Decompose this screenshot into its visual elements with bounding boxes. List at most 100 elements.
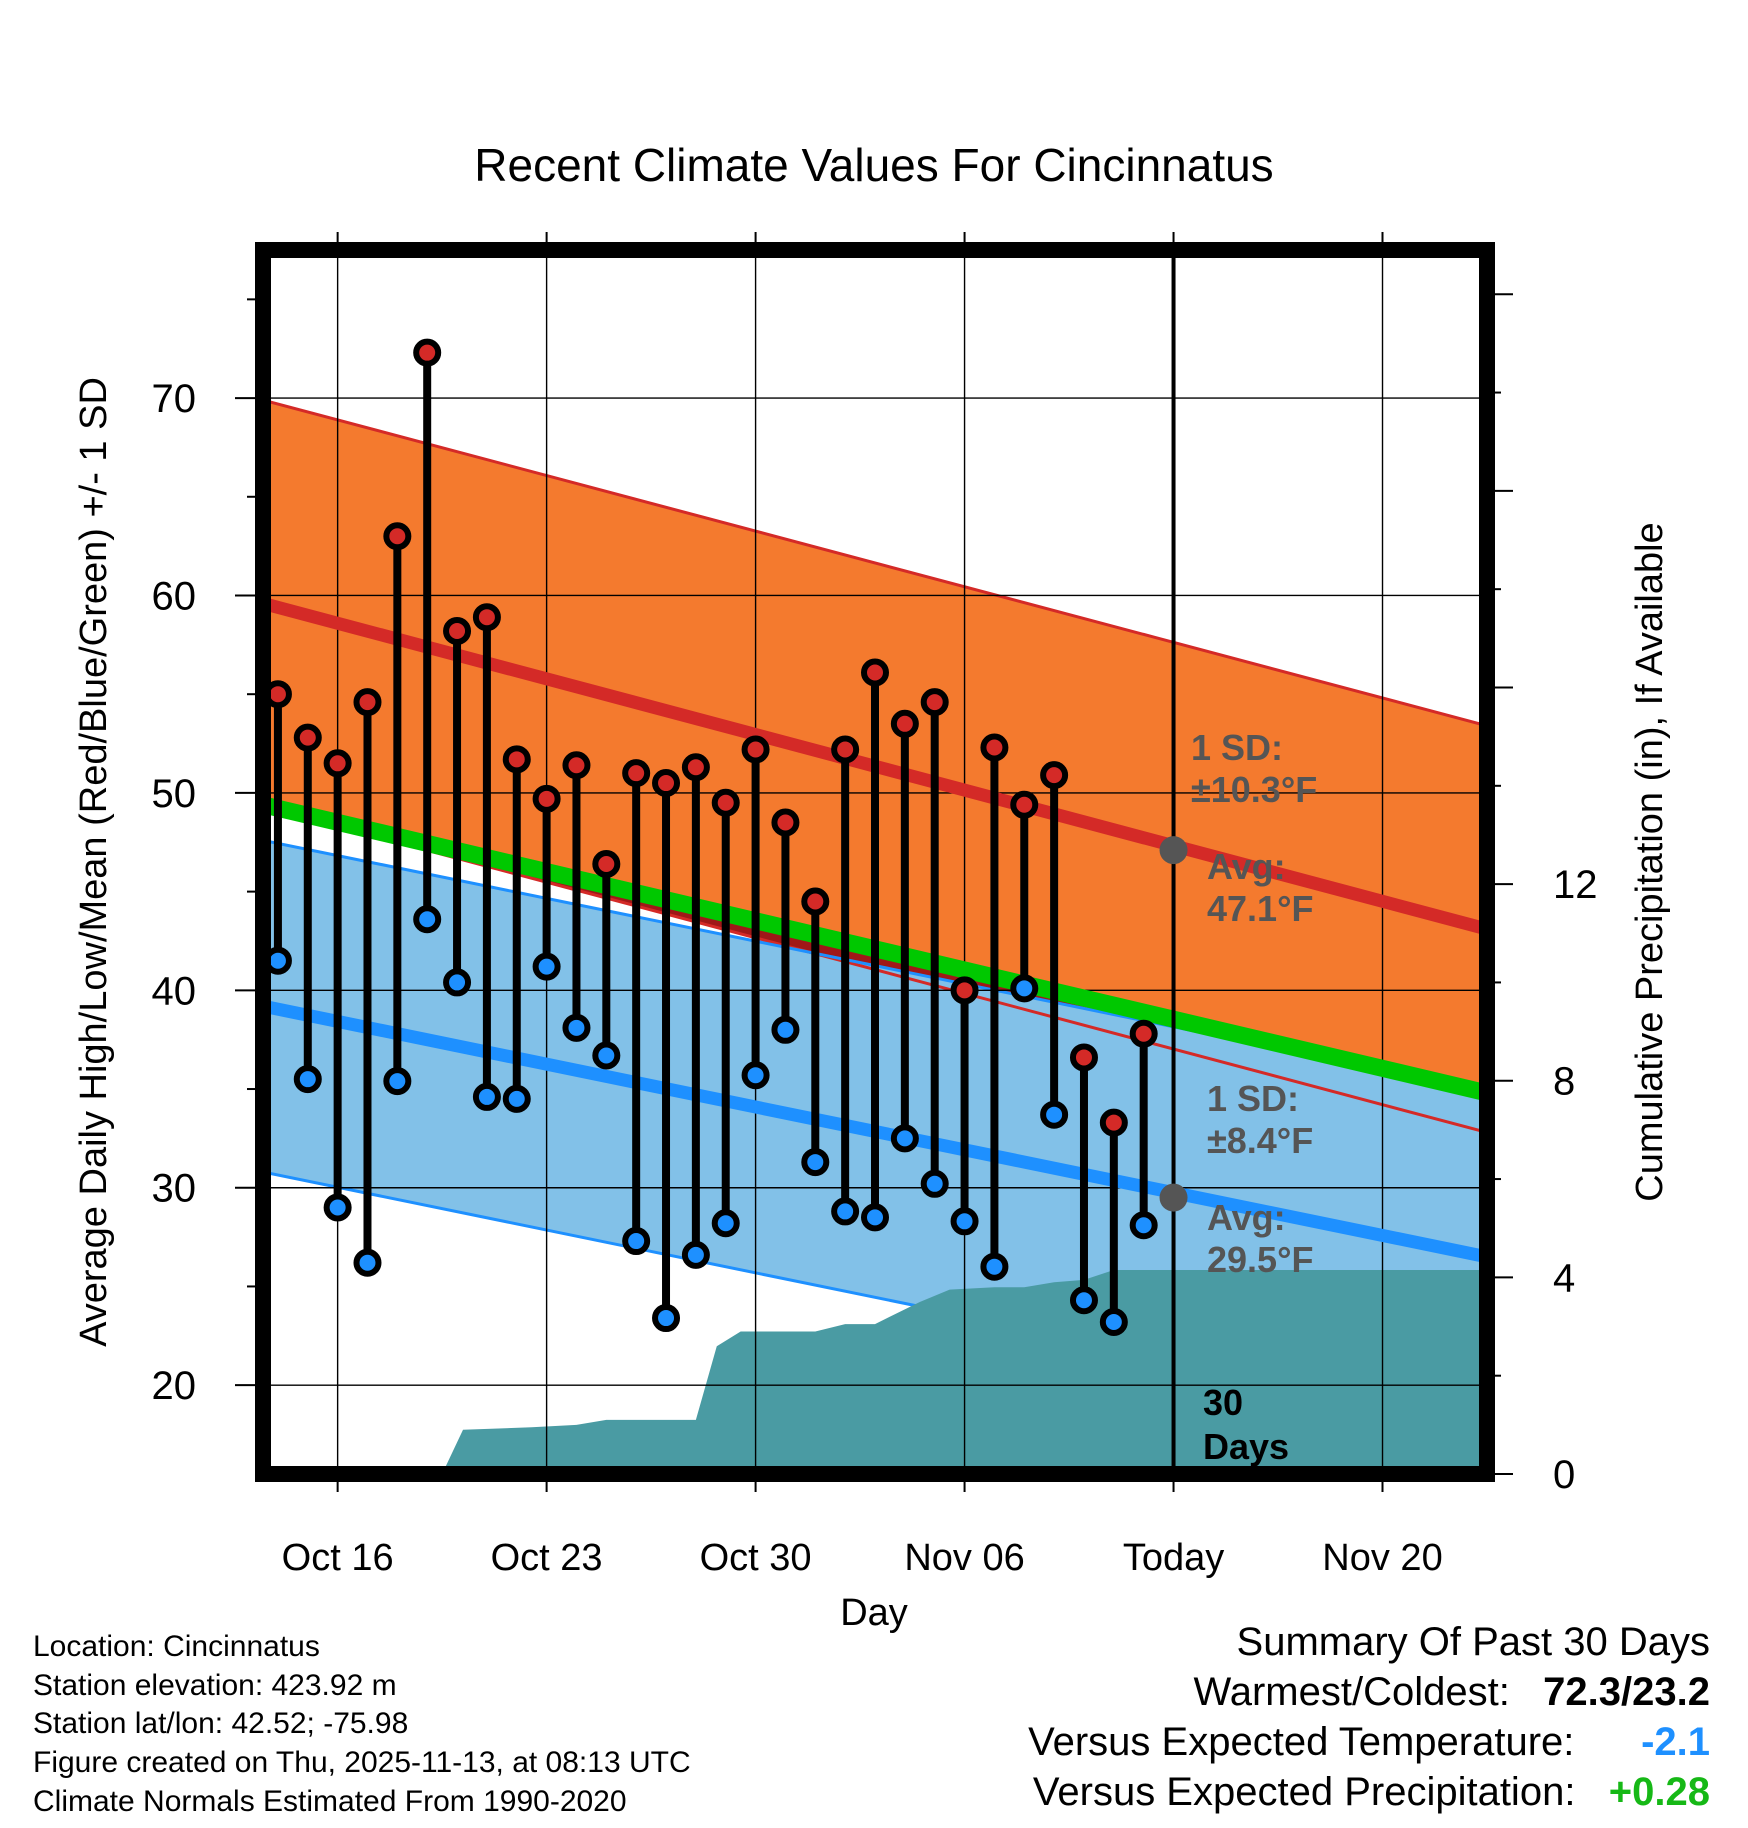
daily-low-point [502,1084,531,1113]
daily-high-point [293,723,322,752]
station-location: Location: Cincinnatus [33,1630,320,1663]
daily-low-point [980,1252,1009,1281]
daily-low-point [472,1082,501,1111]
daily-low-point [920,1169,949,1198]
y2-tick-label: 0 [1553,1453,1575,1497]
station-elevation: Station elevation: 423.92 m [33,1669,397,1702]
daily-low-point [890,1124,919,1153]
precipitation-label: Versus Expected Precipitation: [1032,1770,1576,1814]
summary-precipitation: Versus Expected Precipitation: +0.28 [1033,1772,1710,1812]
daily-high-point [532,784,561,813]
daily-high-point [1099,1108,1128,1137]
window-days-label: Days [1203,1426,1289,1467]
daily-low-point [622,1227,651,1256]
daily-low-point [1129,1211,1158,1240]
daily-high-point [562,751,591,780]
y-tick-label: 50 [152,772,197,816]
daily-low-point [592,1041,621,1070]
low-avg-value: 29.5°F [1207,1239,1313,1280]
daily-low-point [771,1015,800,1044]
x-tick-label: Oct 16 [282,1537,394,1579]
y-axis-label: Average Daily High/Low/Mean (Red/Blue/Gr… [73,377,115,1347]
y2-axis-label: Cumulative Precipitation (in), If Availa… [1629,522,1671,1201]
high-avg-value: 47.1°F [1207,888,1313,929]
daily-high-point [741,735,770,764]
daily-high-point [353,688,382,717]
daily-high-point [502,745,531,774]
daily-low-point [831,1197,860,1226]
daily-high-point [652,769,681,798]
daily-high-point [890,709,919,738]
daily-high-point [771,808,800,837]
summary-warmest-coldest: Warmest/Coldest: 72.3/23.2 [1193,1672,1710,1712]
daily-high-point [711,788,740,817]
daily-high-point [592,849,621,878]
temperature-label: Versus Expected Temperature: [1028,1720,1575,1764]
summary-temperature: Versus Expected Temperature: -2.1 [1028,1722,1710,1762]
high-avg-label: Avg: [1207,846,1286,887]
daily-low-point [562,1013,591,1042]
daily-low-point [652,1304,681,1333]
y-tick-label: 30 [152,1167,197,1211]
daily-high-point [861,658,889,687]
daily-low-point [323,1193,352,1222]
daily-high-point [1129,1019,1158,1048]
daily-high-point [681,753,710,782]
x-axis-label: Day [840,1592,908,1634]
daily-low-point [801,1148,830,1177]
x-tick-label: Nov 06 [904,1537,1024,1579]
y2-tick-label: 12 [1553,863,1598,907]
daily-low-point [413,905,442,934]
daily-low-point [681,1240,710,1269]
daily-high-point [831,735,860,764]
daily-high-point [920,688,949,717]
daily-low-point [741,1061,770,1090]
x-tick-label: Oct 30 [700,1537,812,1579]
daily-low-point [383,1067,412,1096]
high-avg-marker [1159,836,1188,865]
summary-title: Summary Of Past 30 Days [1236,1620,1710,1664]
x-tick-label: Nov 20 [1322,1537,1442,1579]
daily-low-point [443,968,472,997]
plot-frame [255,242,1495,1482]
precipitation-anomaly-value: +0.28 [1608,1770,1710,1814]
daily-high-point [443,617,472,646]
station-latlon: Station lat/lon: 42.52; -75.98 [33,1707,409,1740]
low-avg-label: Avg: [1207,1197,1286,1238]
y2-tick-label: 8 [1553,1060,1575,1104]
temperature-anomaly-value: -2.1 [1641,1720,1710,1764]
y2-tick-label: 4 [1553,1256,1575,1300]
low-sd-value: ±8.4°F [1207,1120,1313,1161]
high-sd-value: ±10.3°F [1191,769,1317,810]
y-tick-label: 40 [152,969,197,1013]
daily-high-point [413,338,442,367]
daily-low-point [861,1203,889,1232]
daily-low-point [1069,1286,1098,1315]
daily-high-point [472,603,501,632]
daily-high-point [383,522,412,551]
y-tick-label: 70 [152,377,197,421]
x-tick-label: Oct 23 [491,1537,603,1579]
climate-normals-note: Climate Normals Estimated From 1990-2020 [33,1785,627,1818]
low-sd-label: 1 SD: [1207,1078,1299,1119]
window-days-number: 30 [1203,1382,1243,1423]
y-tick-label: 20 [152,1364,197,1408]
daily-high-point [1010,790,1039,819]
high-band-upper-edge [263,398,1487,728]
warmest-coldest-value: 72.3/23.2 [1543,1670,1710,1714]
daily-high-point [950,976,979,1005]
daily-high-point [323,749,352,778]
daily-low-point [1010,974,1039,1003]
daily-high-point [801,887,830,916]
daily-high-point [622,759,651,788]
daily-low-point [711,1209,740,1238]
daily-low-point [532,952,561,981]
low-avg-marker [1159,1183,1188,1212]
daily-low-point [353,1248,382,1277]
daily-high-point [980,733,1009,762]
daily-high-point [1069,1043,1098,1072]
y-tick-label: 60 [152,574,197,618]
chart-title: Recent Climate Values For Cincinnatus [474,139,1273,191]
daily-high-point [1040,761,1069,790]
figure-created: Figure created on Thu, 2025-11-13, at 08… [33,1746,691,1779]
